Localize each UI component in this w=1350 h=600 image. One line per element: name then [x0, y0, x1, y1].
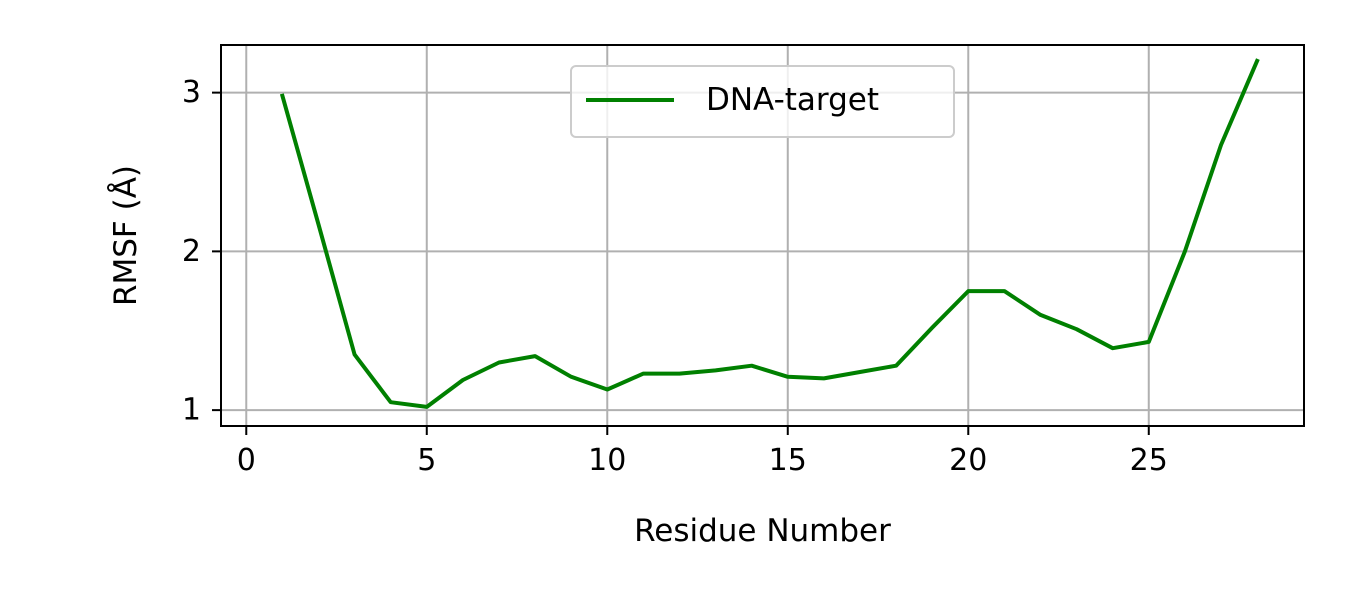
- series-line: [279, 58, 1260, 409]
- x-axis-title: Residue Number: [634, 513, 891, 549]
- x-tick-label: 15: [769, 443, 807, 478]
- x-tick-label: 20: [949, 443, 987, 478]
- y-tick-label: 3: [182, 75, 201, 110]
- y-axis-title: RMSF (Å): [108, 165, 144, 306]
- plot-frame: [220, 44, 1305, 427]
- legend-box: [570, 65, 955, 138]
- x-tick-label: 5: [417, 443, 436, 478]
- series-layer: [279, 58, 1260, 409]
- x-tick-label: 10: [588, 443, 626, 478]
- ticks: 0 5 10 15 20 25 1 2 3: [182, 75, 1168, 478]
- y-tick-label: 1: [182, 393, 201, 428]
- legend: DNA-target: [570, 65, 955, 138]
- y-tick-label: 2: [182, 234, 201, 269]
- x-tick-label: 25: [1130, 443, 1168, 478]
- legend-label: DNA-target: [706, 82, 879, 118]
- x-tick-label: 0: [237, 443, 256, 478]
